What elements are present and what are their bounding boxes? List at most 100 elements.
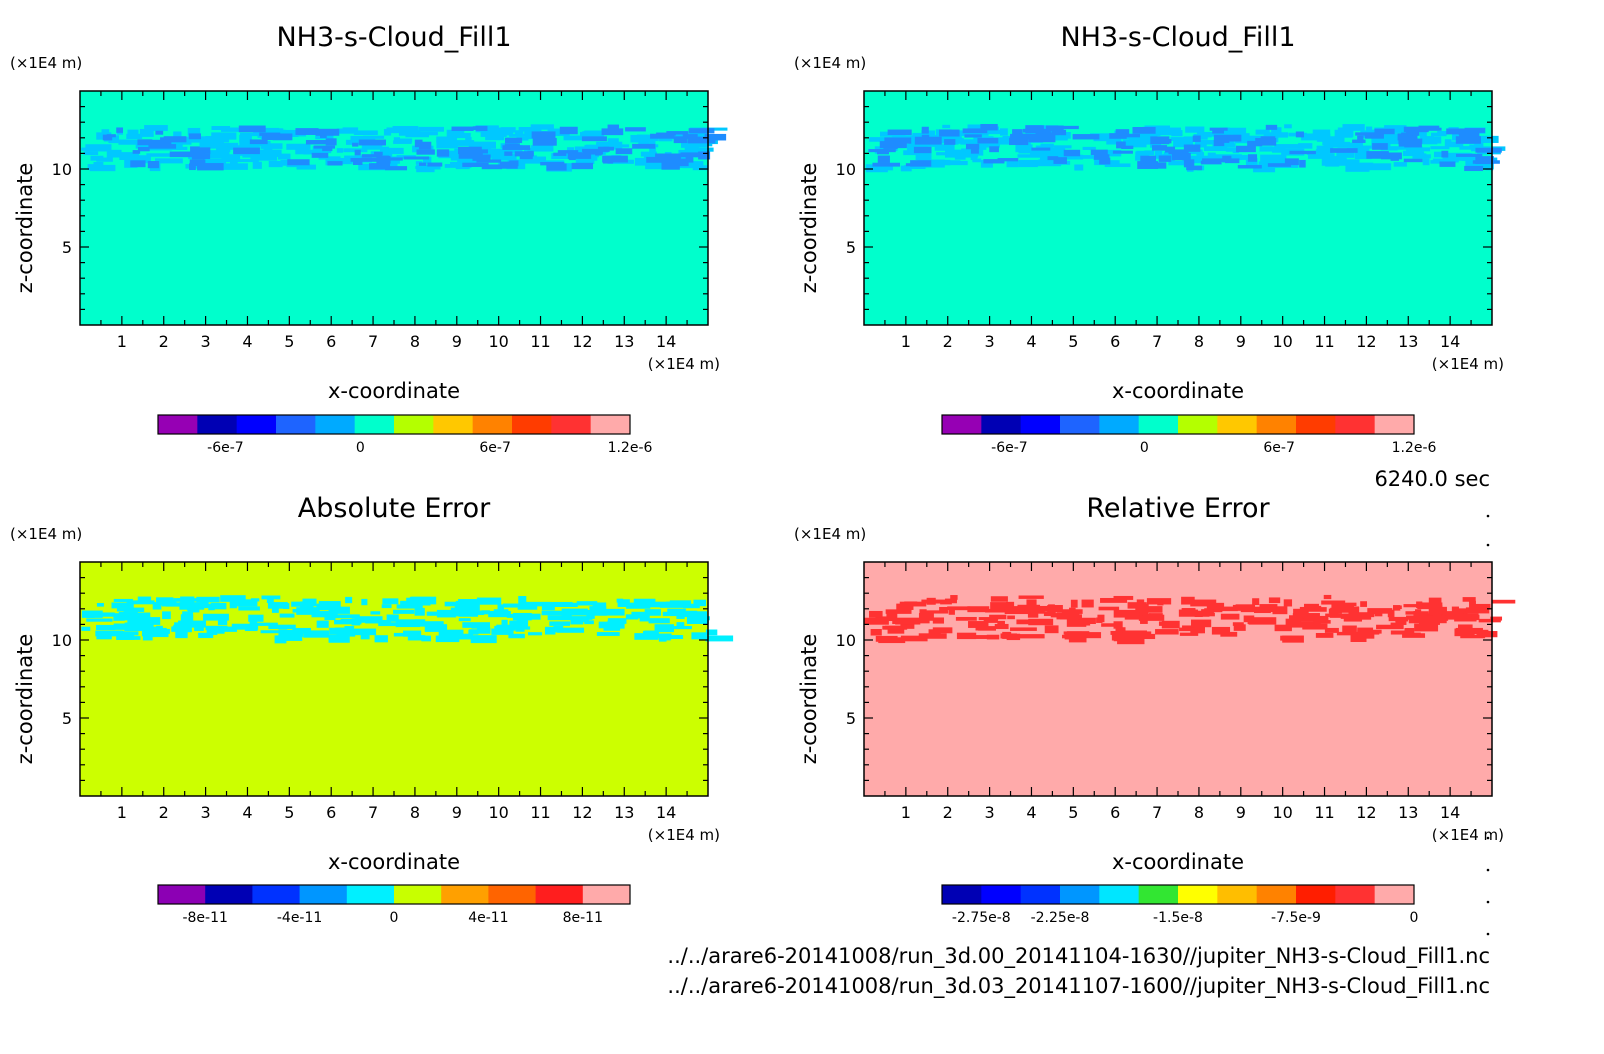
colorbar-segment <box>394 415 434 434</box>
colorbar-tick-label: -6e-7 <box>207 440 244 456</box>
colorbar-segment <box>590 415 631 434</box>
x-tick-label: 8 <box>410 332 420 351</box>
z-tick-label: 5 <box>62 709 72 728</box>
x-unit-label: (×1E4 m) <box>1432 826 1504 844</box>
x-tick-label: 3 <box>985 803 995 822</box>
chart-panel-2: NH3-s-Cloud_Fill1(×1E4 m)1 2 3 4 5 6 7 8 9 10 11 12… <box>794 22 1506 456</box>
x-tick-label: 13 <box>614 803 634 822</box>
colorbar-tick-label: 0 <box>1410 910 1419 926</box>
cloud-feature-2 <box>868 123 1502 172</box>
x-axis-label: x-coordinate <box>328 379 460 403</box>
colorbar-tick-label: 1.2e-6 <box>1392 440 1437 456</box>
colorbar-segment <box>942 885 982 904</box>
x-tick-label: 9 <box>452 803 462 822</box>
colorbar-segment <box>1296 415 1336 434</box>
colorbar-segment <box>942 415 982 434</box>
z-unit-label: (×1E4 m) <box>10 525 82 543</box>
colorbar-segment <box>1256 885 1297 904</box>
x-tick-label: 5 <box>1068 332 1078 351</box>
colorbar-segment <box>1374 415 1415 434</box>
x-tick-label: 5 <box>284 332 294 351</box>
x-tick-label: 6 <box>1110 803 1120 822</box>
plot-background <box>80 562 708 796</box>
x-tick-label: 6 <box>326 332 336 351</box>
cloud-feature-1 <box>864 594 1516 645</box>
chart-panel-3: Absolute Error(×1E4 m)1 2 3 4 5 6 7 8 9 10 11 12 13 1… <box>10 493 734 926</box>
x-unit-label: (×1E4 m) <box>1432 355 1504 373</box>
x-tick-label: 11 <box>530 803 550 822</box>
x-tick-label: 4 <box>242 803 252 822</box>
colorbar-tick-label: 0 <box>356 440 365 456</box>
x-tick-label: 14 <box>656 803 676 822</box>
x-tick-label: 13 <box>1398 803 1418 822</box>
x-tick-label: 12 <box>1356 803 1376 822</box>
x-tick-label: 8 <box>1194 803 1204 822</box>
cloud-feature-2 <box>102 124 727 171</box>
colorbar-segment <box>1020 415 1061 434</box>
x-tick-label: 3 <box>201 332 211 351</box>
x-tick-label: 4 <box>242 332 252 351</box>
colorbar-segment <box>1138 885 1179 904</box>
z-axis-label: z-coordinate <box>13 634 37 765</box>
x-tick-label: 11 <box>530 332 550 351</box>
colorbar-segment <box>488 885 537 904</box>
colorbar-segment <box>1335 415 1376 434</box>
x-tick-label: 12 <box>1356 332 1376 351</box>
colorbar-frame <box>941 414 1415 435</box>
colorbar-segment <box>252 885 301 904</box>
z-tick-label: 5 <box>846 709 856 728</box>
margin-dot <box>1486 836 1490 840</box>
x-tick-label: 12 <box>572 332 592 351</box>
x-tick-label: 9 <box>1236 332 1246 351</box>
colorbar-segment <box>1256 415 1297 434</box>
z-unit-label: (×1E4 m) <box>794 525 866 543</box>
colorbar: -2.75e-8 -2.25e-8 -1.5e-8 -7.5e-9 0 <box>941 884 1419 926</box>
chart-panel-1: NH3-s-Cloud_Fill1(×1E4 m)1 2 3 4 5 6 7 8 9 10 11 12… <box>10 22 728 456</box>
colorbar-tick-label: 6e-7 <box>1263 440 1294 456</box>
colorbar-tick-label: 6e-7 <box>479 440 510 456</box>
x-tick-label: 6 <box>326 803 336 822</box>
x-tick-label: 3 <box>985 332 995 351</box>
z-axis-label: z-coordinate <box>13 163 37 294</box>
x-tick-label: 9 <box>452 332 462 351</box>
z-tick-label: 10 <box>836 631 856 650</box>
z-axis-label: z-coordinate <box>797 163 821 294</box>
colorbar-tick-label: -2.75e-8 <box>952 910 1011 926</box>
colorbar-segment <box>472 415 513 434</box>
margin-dot <box>1486 514 1490 518</box>
chart-title: Absolute Error <box>298 493 491 524</box>
x-tick-label: 11 <box>1314 332 1334 351</box>
colorbar: -6e-7 0 6e-7 1.2e-6 <box>941 414 1437 456</box>
x-tick-label: 4 <box>1026 332 1036 351</box>
x-axis-label: x-coordinate <box>1112 379 1244 403</box>
x-tick-label: 2 <box>943 803 953 822</box>
x-tick-label: 11 <box>1314 803 1334 822</box>
z-tick-label: 10 <box>52 631 72 650</box>
x-tick-label: 2 <box>159 803 169 822</box>
chart-panel-4: Relative Error(×1E4 m)1 2 3 4 5 6 7 8 9 10 11 12 13 1… <box>794 493 1516 926</box>
colorbar-tick-label: -4e-11 <box>277 910 322 926</box>
colorbar-segment <box>1020 885 1061 904</box>
margin-dot <box>1486 868 1490 872</box>
file-path-line: ../../arare6-20141008/run_3d.00_20141104… <box>667 944 1490 969</box>
colorbar: -8e-11 -4e-11 0 4e-11 8e-11 <box>157 884 631 926</box>
colorbar-segment <box>981 415 1022 434</box>
x-tick-label: 6 <box>1110 332 1120 351</box>
colorbar-segment <box>236 415 277 434</box>
colorbar-segment <box>981 885 1022 904</box>
colorbar-frame <box>157 884 631 905</box>
colorbar-segment <box>299 885 348 904</box>
x-tick-label: 13 <box>1398 332 1418 351</box>
z-tick-label: 5 <box>846 238 856 257</box>
colorbar-segment <box>512 415 552 434</box>
x-tick-label: 7 <box>368 332 378 351</box>
colorbar: -6e-7 0 6e-7 1.2e-6 <box>157 414 653 456</box>
colorbar-segment <box>276 415 316 434</box>
colorbar-segment <box>346 885 395 904</box>
z-unit-label: (×1E4 m) <box>10 54 82 72</box>
colorbar-tick-label: 1.2e-6 <box>608 440 653 456</box>
file-path-line: ../../arare6-20141008/run_3d.03_20141107… <box>667 974 1490 999</box>
x-tick-label: 10 <box>488 332 508 351</box>
colorbar-segment <box>1217 415 1258 434</box>
x-tick-label: 10 <box>1272 332 1292 351</box>
